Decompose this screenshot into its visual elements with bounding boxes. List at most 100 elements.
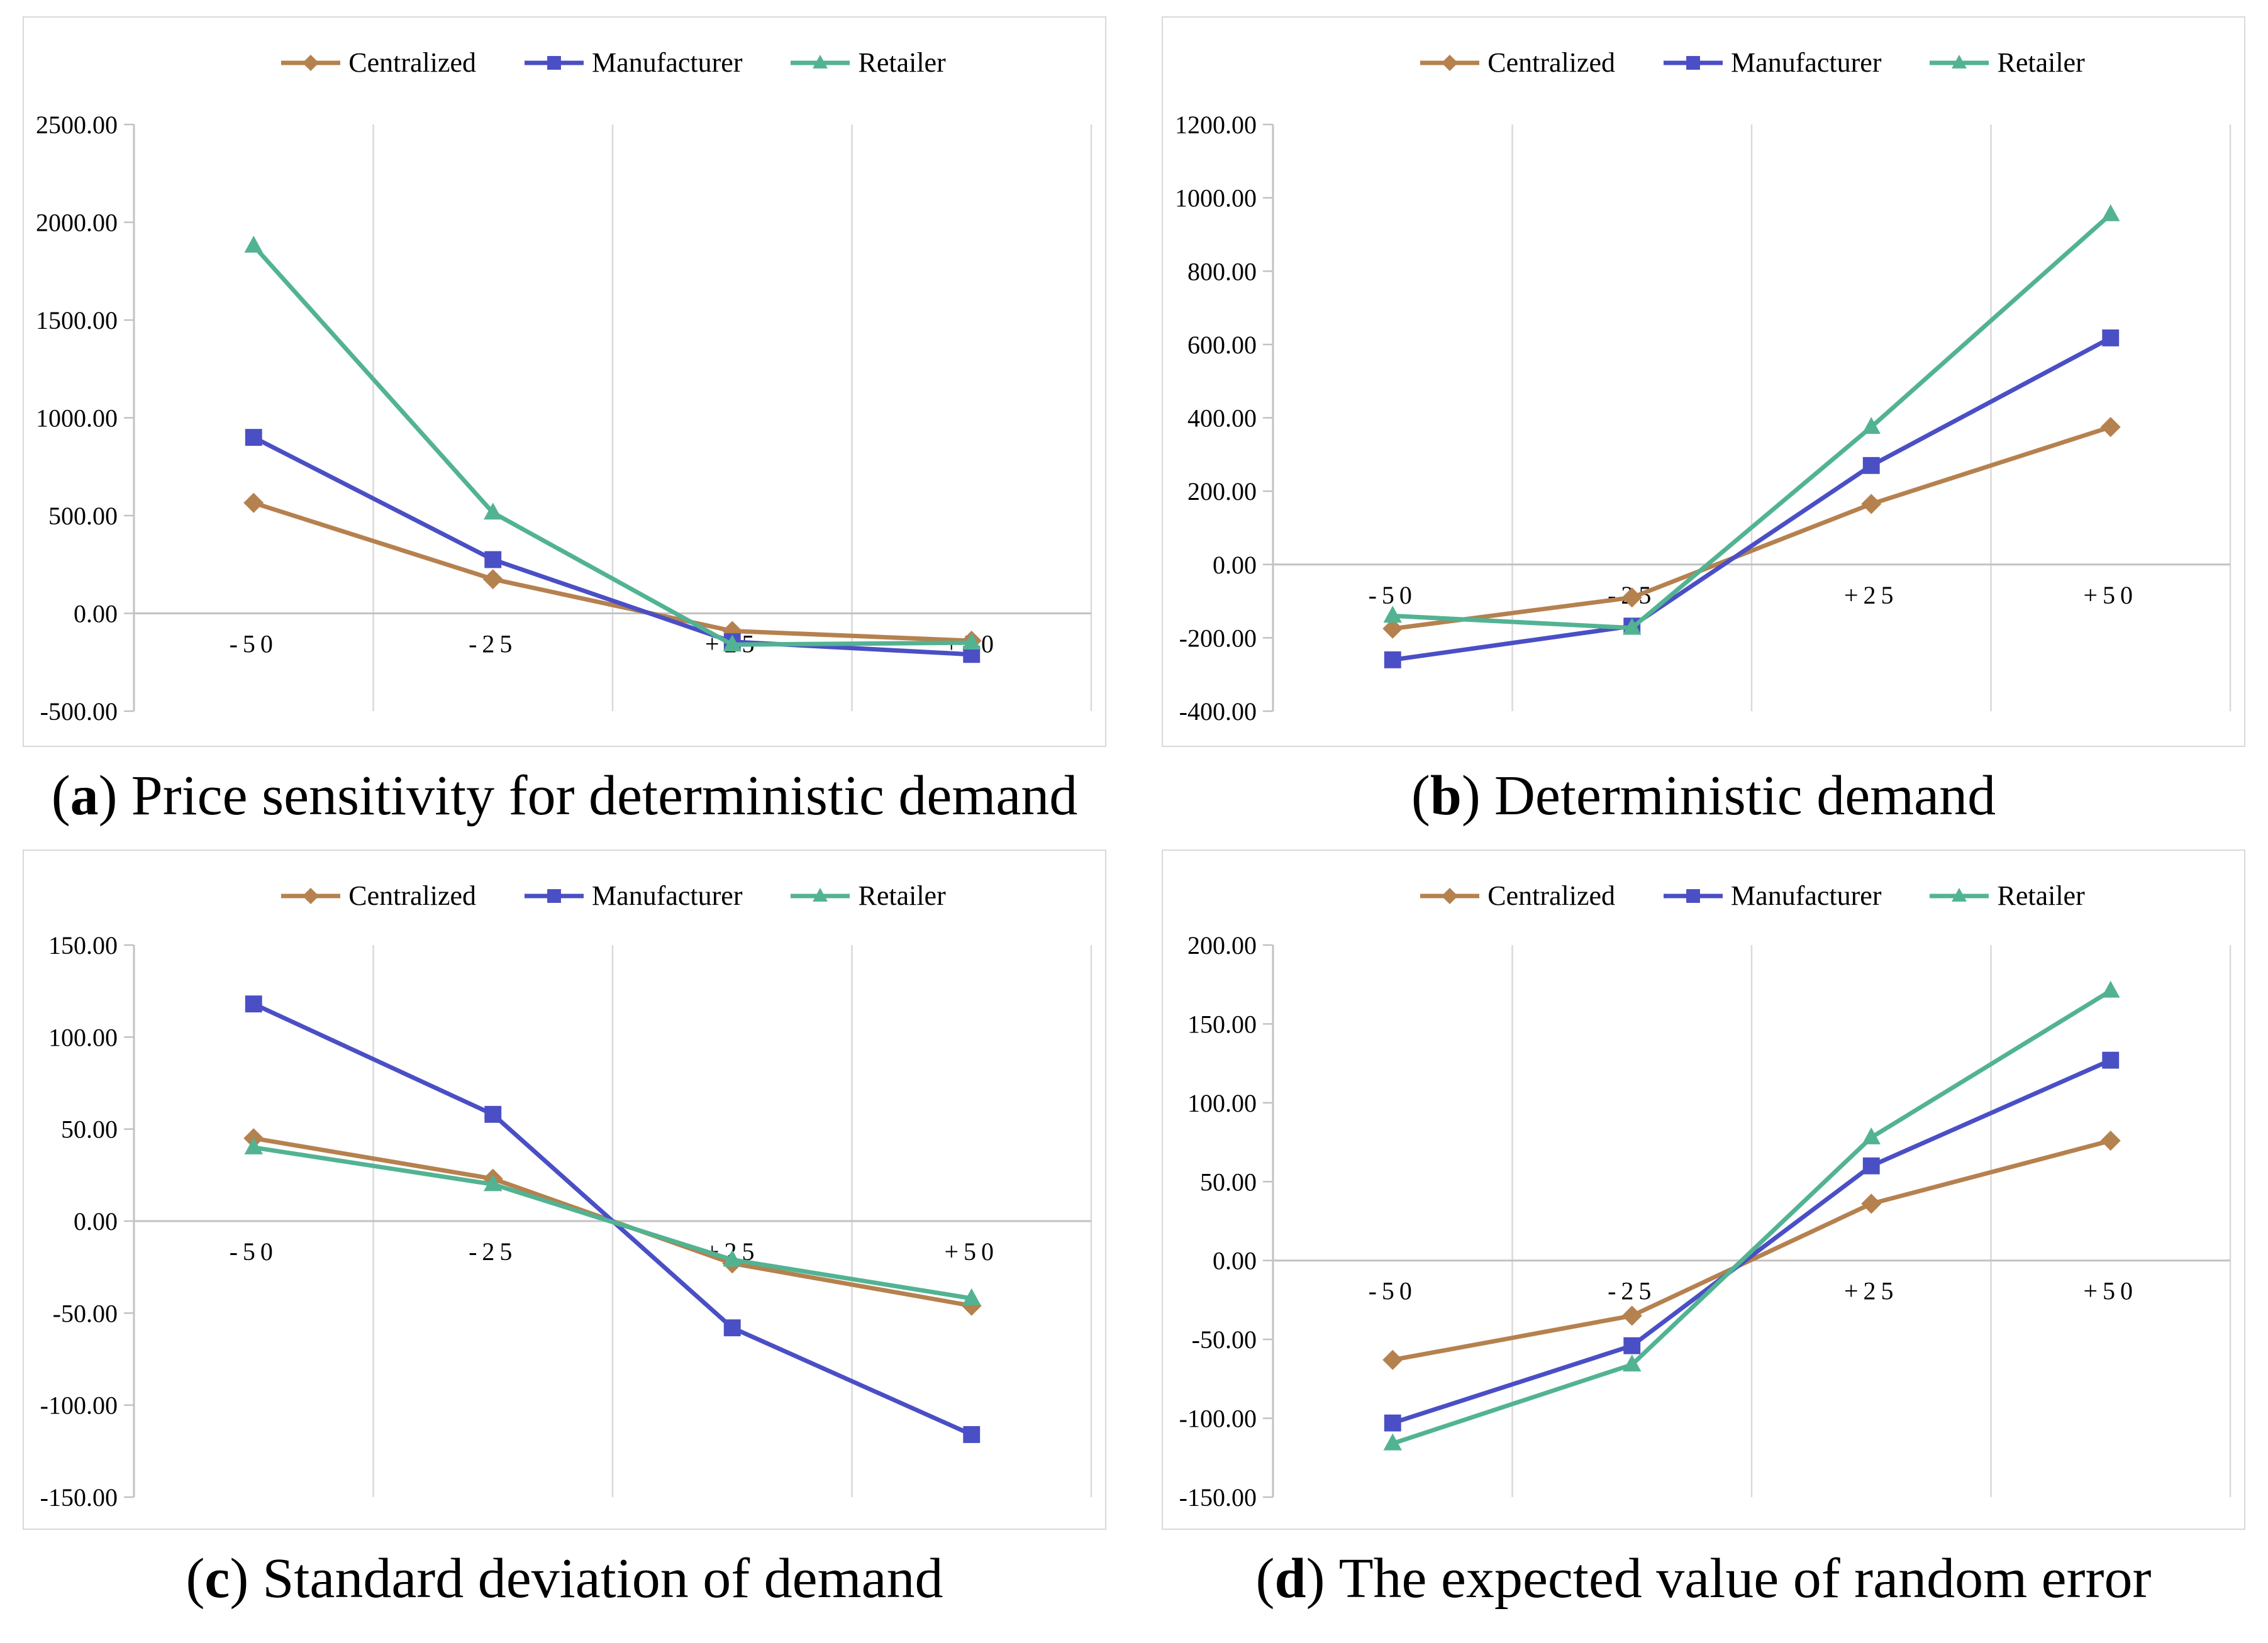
x-category-label: +25 bbox=[1844, 1277, 1899, 1305]
y-tick-label: -400.00 bbox=[1179, 697, 1257, 726]
legend-label: Centralized bbox=[1487, 47, 1616, 78]
legend: Centralized Manufacturer Retailer bbox=[134, 47, 1091, 79]
caption-close-paren: ) bbox=[1306, 1547, 1325, 1610]
legend-item-centralized: Centralized bbox=[279, 880, 476, 912]
series-line-manufacturer bbox=[1390, 335, 2113, 662]
chart-a-caption: (a) Price sensitivity for deterministic d… bbox=[23, 763, 1106, 828]
legend: Centralized Manufacturer Retailer bbox=[1273, 47, 2230, 79]
legend-label: Retailer bbox=[1997, 880, 2085, 911]
y-tick-label: 150.00 bbox=[48, 931, 118, 960]
x-category-label: -50 bbox=[1369, 1277, 1417, 1305]
x-axis-labels: -50-25+25+50 bbox=[230, 1237, 999, 1266]
triangle-marker-icon bbox=[723, 1249, 742, 1267]
caption-open-paren: ( bbox=[1411, 765, 1430, 827]
triangle-marker-icon bbox=[244, 235, 263, 253]
y-axis-ticks: 1200.00 1000.00 800.00 600.00 400.00 200.00 0.… bbox=[1175, 111, 1273, 726]
square-legend-glyph-icon bbox=[525, 888, 584, 903]
triangle-marker-icon bbox=[1862, 417, 1881, 434]
square-marker-icon bbox=[1384, 1414, 1401, 1432]
series-manufacturer bbox=[1384, 329, 2120, 668]
triangle-marker-icon bbox=[962, 633, 981, 650]
legend-item-retailer: Retailer bbox=[1928, 47, 2085, 79]
legend-label: Manufacturer bbox=[1731, 47, 1882, 78]
legend-label: Centralized bbox=[1487, 880, 1616, 911]
legend-label: Manufacturer bbox=[592, 880, 743, 911]
y-tick-label: 200.00 bbox=[1187, 477, 1257, 506]
triangle-marker-icon bbox=[484, 1174, 503, 1192]
x-category-label: -50 bbox=[230, 630, 278, 658]
y-tick-label: 1000.00 bbox=[1175, 184, 1257, 213]
x-category-label: -50 bbox=[230, 1237, 278, 1266]
legend-label: Retailer bbox=[1997, 47, 2085, 78]
caption-close-paren: ) bbox=[1461, 765, 1481, 827]
x-category-label: +50 bbox=[2083, 1277, 2138, 1305]
square-marker-icon bbox=[963, 1426, 981, 1443]
y-tick-label: 500.00 bbox=[48, 502, 118, 530]
caption-letter: d bbox=[1274, 1547, 1306, 1610]
y-tick-label: 600.00 bbox=[1187, 331, 1257, 359]
chart-d-panel: Centralized Manufacturer Retailer 200.00 150… bbox=[1162, 849, 2245, 1530]
x-category-label: +25 bbox=[1844, 581, 1899, 609]
diamond-marker-icon bbox=[1382, 618, 1403, 639]
series-line-centralized bbox=[1390, 1138, 2113, 1363]
caption-letter: b bbox=[1430, 765, 1462, 827]
triangle-legend-glyph-icon bbox=[1930, 54, 1989, 69]
square-marker-icon bbox=[1862, 456, 1880, 474]
triangle-legend-glyph-icon bbox=[1930, 887, 1989, 902]
diamond-marker-icon bbox=[1621, 587, 1642, 608]
square-legend-glyph-icon bbox=[1664, 55, 1723, 70]
square-marker-icon bbox=[547, 55, 561, 70]
triangle-marker-icon bbox=[962, 1288, 981, 1305]
y-tick-label: 2000.00 bbox=[36, 209, 118, 237]
triangle-marker-icon bbox=[2101, 980, 2120, 998]
legend-item-manufacturer: Manufacturer bbox=[523, 880, 742, 912]
y-tick-label: -500.00 bbox=[40, 697, 118, 726]
triangle-marker-icon bbox=[723, 634, 742, 652]
square-marker-icon bbox=[245, 995, 262, 1013]
chart-a: Centralized Manufacturer Retailer 2500.00 20… bbox=[23, 16, 1106, 849]
y-tick-label: -200.00 bbox=[1179, 624, 1257, 652]
y-tick-label: 800.00 bbox=[1187, 257, 1257, 285]
square-marker-icon bbox=[484, 551, 502, 568]
diamond-marker-icon bbox=[1442, 54, 1459, 71]
series-centralized bbox=[1382, 417, 2121, 639]
triangle-marker-icon bbox=[1952, 887, 1967, 902]
diamond-legend-glyph-icon bbox=[281, 887, 341, 904]
series-retailer bbox=[1383, 980, 2120, 1451]
x-category-label: +50 bbox=[944, 1237, 999, 1266]
legend-item-retailer: Retailer bbox=[789, 47, 946, 79]
square-marker-icon bbox=[484, 1105, 502, 1123]
caption-close-paren: ) bbox=[230, 1547, 249, 1610]
diamond-marker-icon bbox=[243, 492, 264, 513]
triangle-marker-icon bbox=[1862, 1127, 1881, 1144]
chart-d-caption: (d) The expected value of random error bbox=[1162, 1546, 2245, 1611]
chart-d: Centralized Manufacturer Retailer 200.00 150… bbox=[1162, 849, 2245, 1632]
triangle-marker-icon bbox=[813, 54, 828, 69]
legend-item-retailer: Retailer bbox=[1928, 880, 2085, 912]
series-line-retailer bbox=[1390, 988, 2113, 1446]
chart-c: Centralized Manufacturer Retailer 150.00 100… bbox=[23, 849, 1106, 1632]
caption-text: The expected value of random error bbox=[1338, 1547, 2152, 1610]
triangle-marker-icon bbox=[1383, 606, 1402, 623]
caption-text: Price sensitivity for deterministic dema… bbox=[131, 765, 1078, 827]
y-tick-label: 100.00 bbox=[48, 1023, 118, 1051]
series-manufacturer bbox=[1384, 1051, 2120, 1432]
diamond-legend-glyph-icon bbox=[281, 54, 341, 71]
triangle-marker-icon bbox=[2101, 204, 2120, 221]
series-line-manufacturer bbox=[251, 435, 974, 657]
series-retailer bbox=[244, 235, 981, 652]
triangle-marker-icon bbox=[1623, 1354, 1642, 1372]
chart-canvas: 150.00 100.00 50.00 0.00 -50.00 -100.00 -150.0… bbox=[40, 931, 1092, 1512]
y-tick-label: -150.00 bbox=[1179, 1483, 1257, 1512]
y-tick-label: -100.00 bbox=[40, 1391, 118, 1420]
legend: Centralized Manufacturer Retailer bbox=[1273, 880, 2230, 912]
y-tick-label: 0.00 bbox=[74, 600, 118, 628]
y-tick-label: 1000.00 bbox=[36, 404, 118, 433]
y-tick-label: 1200.00 bbox=[1175, 111, 1257, 139]
y-tick-label: 400.00 bbox=[1187, 404, 1257, 433]
caption-open-paren: ( bbox=[1255, 1547, 1275, 1610]
series-line-retailer bbox=[251, 243, 974, 647]
triangle-marker-icon bbox=[813, 887, 828, 902]
diamond-marker-icon bbox=[1382, 1349, 1403, 1370]
